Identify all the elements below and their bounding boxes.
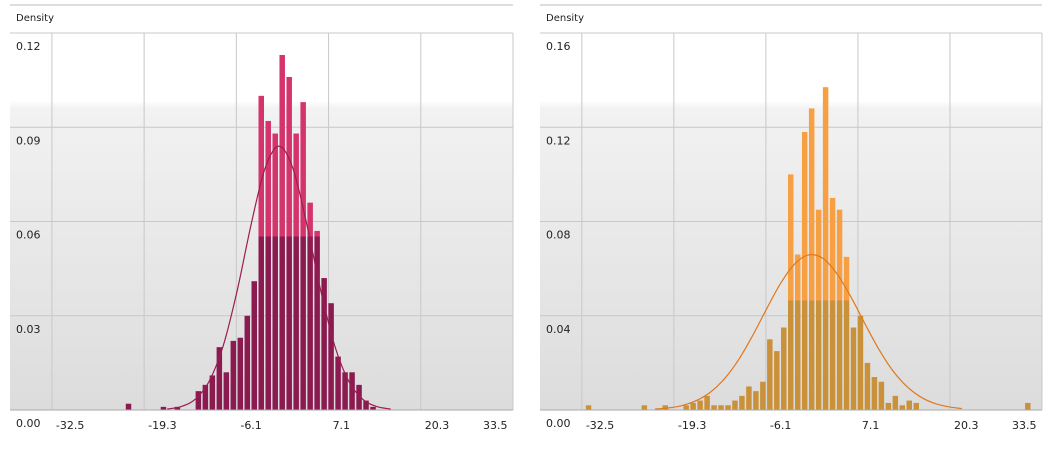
bar	[1025, 402, 1031, 410]
bar	[760, 381, 766, 410]
y-tick-label: 0.16	[546, 40, 571, 53]
bar	[209, 375, 216, 410]
bar	[885, 402, 892, 410]
bar	[363, 400, 369, 410]
bar	[878, 381, 885, 410]
y-tick-label: 0.12	[16, 40, 41, 53]
y-tick-label: 0.03	[16, 323, 41, 336]
bar	[683, 405, 689, 410]
bar	[829, 197, 836, 410]
bar	[293, 133, 299, 411]
bar	[272, 133, 278, 411]
bar	[850, 327, 857, 410]
bar	[300, 102, 306, 410]
bar	[746, 386, 752, 410]
bar	[307, 202, 313, 410]
bar	[195, 391, 202, 410]
bar	[906, 400, 913, 410]
bar	[913, 402, 919, 410]
bar	[704, 395, 710, 410]
bar	[690, 402, 696, 410]
y-tick-label: 0.00	[16, 417, 41, 430]
x-tick-label: 33.5	[1012, 419, 1037, 432]
x-tick-label: -32.5	[586, 419, 614, 432]
bar	[342, 372, 348, 410]
bar	[892, 395, 899, 410]
bar	[815, 209, 822, 410]
bar	[202, 384, 209, 410]
bar	[174, 406, 181, 410]
bar	[725, 405, 731, 410]
bar	[843, 256, 850, 410]
bar	[237, 337, 244, 410]
x-tick-label: -19.3	[678, 419, 706, 432]
density-curve	[167, 145, 391, 410]
bar	[370, 406, 376, 410]
x-tick-label: -6.1	[770, 419, 791, 432]
bar	[216, 347, 223, 410]
bar	[585, 405, 592, 410]
bar	[794, 254, 801, 410]
y-axis-title: Density	[16, 13, 54, 24]
bar	[899, 405, 906, 410]
y-tick-label: 0.08	[546, 229, 571, 242]
bar	[160, 406, 167, 410]
bar	[335, 356, 341, 410]
x-tick-label: 20.3	[425, 419, 450, 432]
bar	[822, 87, 829, 410]
bar	[321, 278, 327, 410]
x-tick-label: -6.1	[240, 419, 261, 432]
bar	[223, 372, 230, 410]
bar	[857, 315, 864, 410]
x-tick-label: 7.1	[862, 419, 880, 432]
bar	[662, 405, 668, 410]
bar	[718, 405, 724, 410]
bar	[328, 303, 334, 410]
bar	[286, 76, 292, 410]
y-tick-label: 0.09	[16, 134, 41, 147]
bar	[125, 403, 132, 410]
bar	[864, 362, 871, 410]
bar	[788, 174, 794, 410]
bar	[781, 327, 787, 410]
y-tick-label: 0.12	[546, 134, 571, 147]
bar	[711, 405, 717, 410]
bar	[801, 131, 808, 410]
x-tick-label: 7.1	[333, 419, 351, 432]
bar	[753, 391, 759, 410]
x-tick-label: 20.3	[954, 419, 979, 432]
x-tick-label: -19.3	[148, 419, 176, 432]
x-tick-label: -32.5	[56, 419, 84, 432]
y-tick-label: 0.06	[16, 229, 41, 242]
bar	[279, 54, 285, 410]
bar	[251, 281, 258, 410]
bar	[767, 339, 773, 410]
bar	[314, 230, 320, 410]
bar	[244, 315, 251, 410]
bar	[836, 209, 843, 410]
bar	[774, 351, 780, 410]
y-tick-label: 0.04	[546, 323, 571, 336]
bar	[265, 120, 271, 410]
y-axis-title: Density	[546, 13, 584, 24]
bar	[732, 400, 738, 410]
bar	[349, 372, 355, 410]
bar	[356, 384, 362, 410]
density-curve	[654, 253, 962, 410]
y-tick-label: 0.00	[546, 417, 571, 430]
bar	[808, 108, 815, 411]
x-tick-label: 33.5	[483, 419, 508, 432]
bar	[230, 340, 237, 410]
bar	[697, 400, 703, 410]
bar	[739, 395, 745, 410]
bar	[258, 95, 264, 410]
bar	[871, 377, 878, 410]
bar	[641, 405, 648, 410]
